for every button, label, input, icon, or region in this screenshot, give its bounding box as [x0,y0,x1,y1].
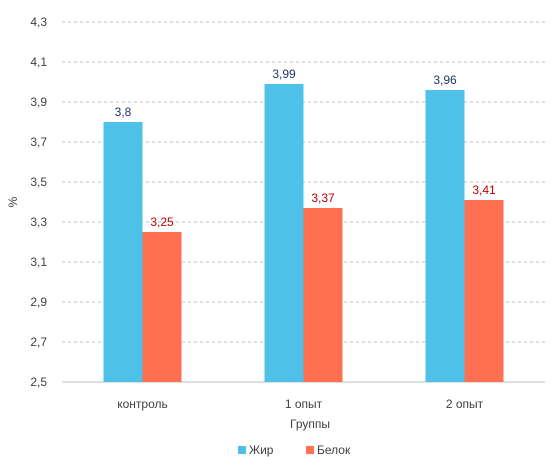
bar-protein [142,232,182,382]
y-tick-label: 3,5 [30,175,47,189]
legend-label: Белок [317,443,351,457]
bar-protein [464,200,504,382]
legend-label: Жир [249,443,274,457]
y-axis-ticks: 2,5 2,7 2,9 3,1 3,3 3,5 3,7 3,9 4,1 4,3 [30,15,47,389]
y-tick-label: 2,5 [30,375,47,389]
bars [103,84,504,382]
y-tick-label: 3,9 [30,95,47,109]
data-label: 3,25 [150,215,174,229]
legend-swatch [238,446,246,454]
bar-protein [303,208,343,382]
y-tick-label: 3,3 [30,215,47,229]
data-labels: 3,8 3,25 3,99 3,37 3,96 3,41 [115,67,496,229]
data-label: 3,37 [311,191,335,205]
y-tick-label: 4,1 [30,55,47,69]
bar-fat [264,84,304,382]
x-axis-ticks: контроль 1 опыт 2 опыт [117,397,483,411]
bar-fat [425,90,465,382]
bar-fat [103,122,143,382]
x-tick-label: 2 опыт [446,397,484,411]
data-label: 3,99 [272,67,296,81]
y-tick-label: 3,7 [30,135,47,149]
data-label: 3,8 [115,105,132,119]
x-axis-title: Группы [290,417,330,431]
data-label: 3,96 [433,73,457,87]
legend-swatch [306,446,314,454]
data-label: 3,41 [472,183,496,197]
y-tick-label: 2,7 [30,335,47,349]
legend: Жир Белок [238,443,351,457]
y-tick-label: 4,3 [30,15,47,29]
y-tick-label: 3,1 [30,255,47,269]
y-tick-label: 2,9 [30,295,47,309]
y-axis-title: % [6,196,20,207]
x-tick-label: контроль [117,397,168,411]
x-tick-label: 1 опыт [285,397,323,411]
